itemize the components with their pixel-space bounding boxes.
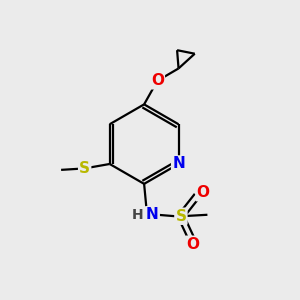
Text: O: O [151, 73, 164, 88]
Text: S: S [79, 161, 90, 176]
Text: N: N [146, 207, 159, 222]
Text: H: H [132, 208, 143, 222]
Text: O: O [186, 237, 199, 252]
Text: O: O [196, 185, 209, 200]
Text: N: N [172, 157, 185, 172]
Text: S: S [176, 209, 186, 224]
